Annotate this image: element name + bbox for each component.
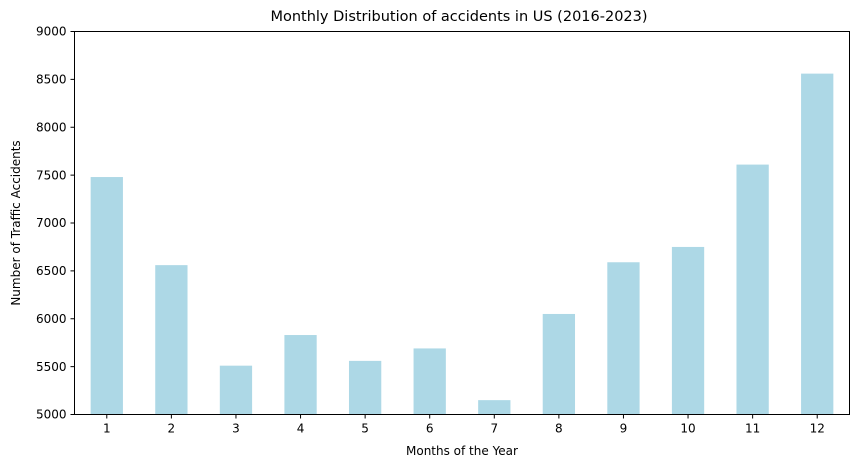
bars-layer — [90, 73, 834, 415]
x-tick-label-9: 9 — [620, 422, 628, 436]
x-axis-title: Months of the Year — [406, 444, 518, 458]
x-tick-label-4: 4 — [297, 422, 305, 436]
y-tick-label-8000: 8000 — [36, 120, 67, 134]
y-tick-label-6500: 6500 — [36, 264, 67, 278]
bar-month-11 — [736, 164, 769, 415]
x-tick-label-11: 11 — [745, 422, 760, 436]
x-tick-label-1: 1 — [103, 422, 111, 436]
bar-month-10 — [671, 246, 705, 415]
bar-month-1 — [90, 177, 123, 415]
bar-month-9 — [607, 262, 640, 415]
bar-month-2 — [155, 265, 188, 415]
bar-month-12 — [801, 73, 834, 415]
bar-month-3 — [219, 365, 253, 415]
bar-month-8 — [542, 313, 576, 415]
x-tick-label-8: 8 — [555, 422, 563, 436]
y-axis-title: Number of Traffic Accidents — [9, 140, 23, 305]
y-tick-label-6000: 6000 — [36, 312, 67, 326]
bar-month-6 — [413, 348, 446, 415]
x-tick-label-6: 6 — [426, 422, 434, 436]
x-tick-label-5: 5 — [361, 422, 369, 436]
x-tick-label-10: 10 — [680, 422, 695, 436]
y-tick-label-5000: 5000 — [36, 408, 67, 422]
x-tick-label-2: 2 — [168, 422, 176, 436]
y-tick-label-7500: 7500 — [36, 168, 67, 182]
x-axis-ticks: 1 2 3 4 5 6 7 8 9 10 11 12 — [103, 414, 825, 436]
y-axis-ticks: 5000 5500 6000 6500 7000 7500 8000 8500 9000 — [36, 25, 75, 422]
chart-title: Monthly Distribution of accidents in US … — [270, 9, 647, 25]
x-tick-label-3: 3 — [232, 422, 240, 436]
y-tick-label-8500: 8500 — [36, 73, 67, 87]
y-tick-label-7000: 7000 — [36, 216, 67, 230]
x-tick-label-12: 12 — [810, 422, 825, 436]
plot-area-frame — [74, 31, 850, 415]
bar-month-4 — [284, 335, 317, 415]
bar-month-7 — [478, 400, 511, 415]
x-tick-label-7: 7 — [490, 422, 498, 436]
bar-month-5 — [348, 360, 382, 415]
y-tick-label-9000: 9000 — [36, 25, 67, 39]
y-tick-label-5500: 5500 — [36, 360, 67, 374]
